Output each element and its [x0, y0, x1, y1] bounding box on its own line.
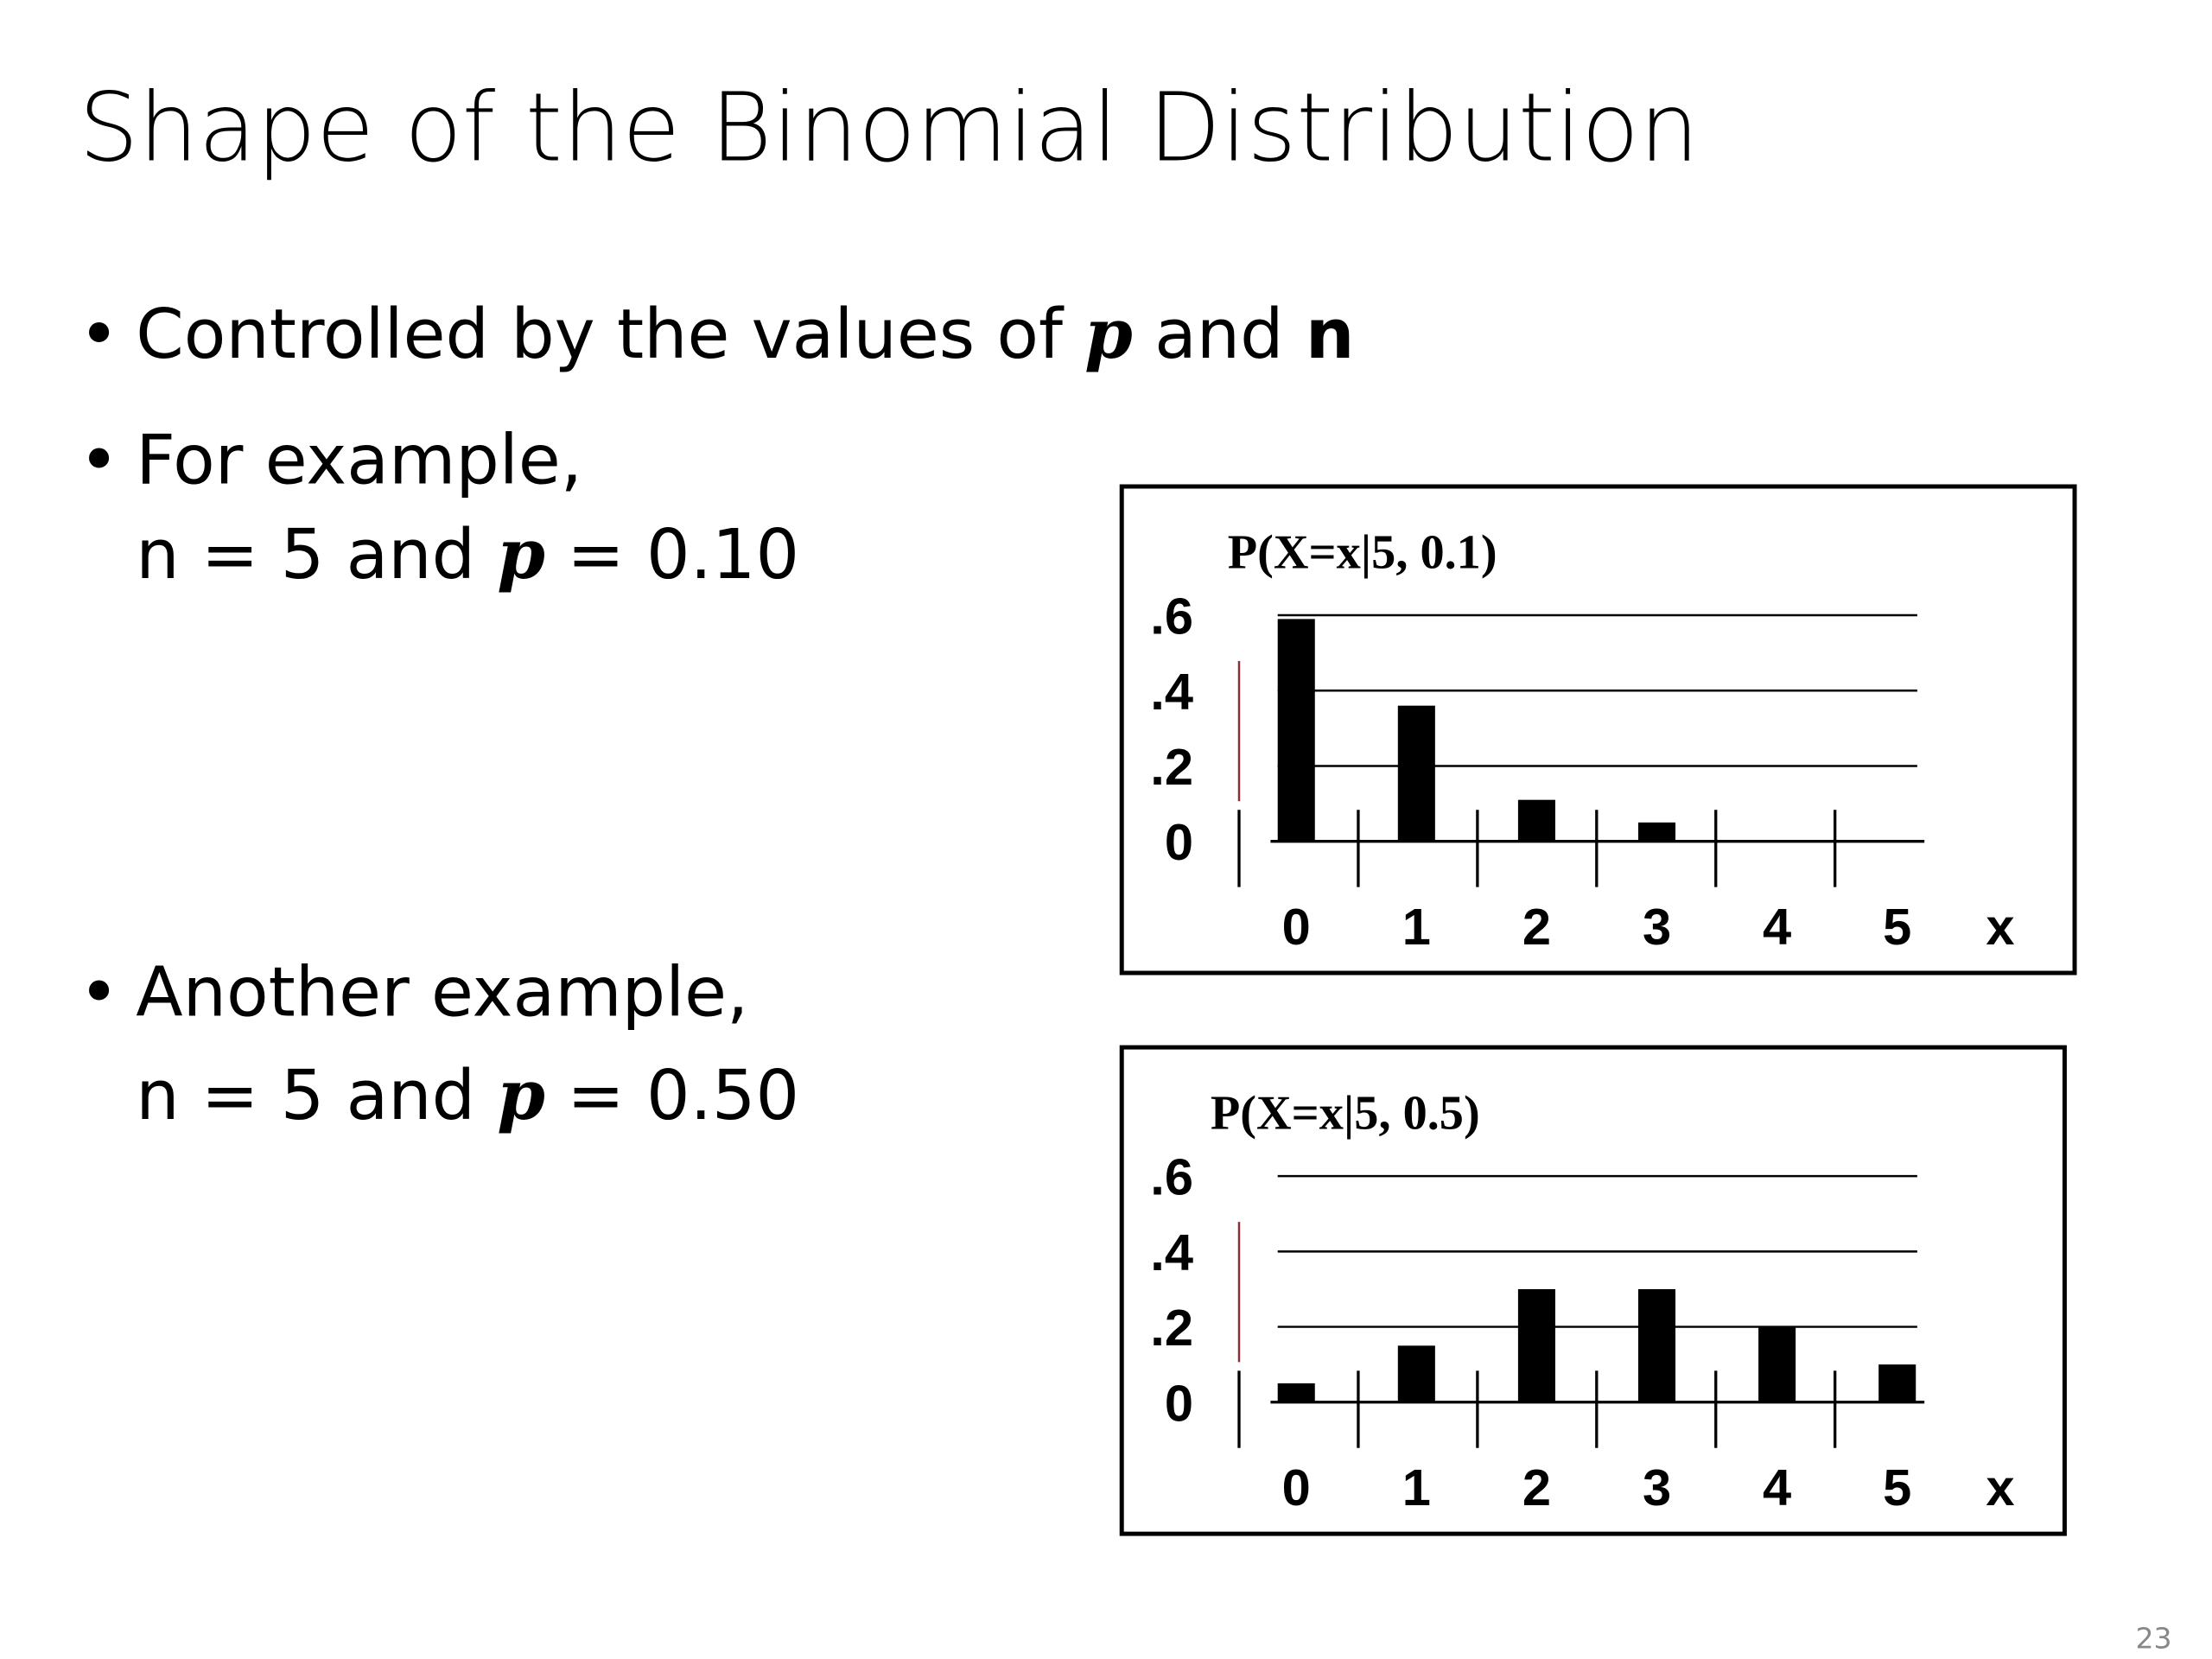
- text: Controlled by the values of: [136, 294, 1084, 374]
- x-tick-label: 2: [1522, 898, 1551, 956]
- bullet-text: Another example,: [136, 952, 748, 1033]
- x-tick-label: 3: [1643, 898, 1671, 956]
- bullet-text: For example,: [136, 420, 582, 500]
- text: n = 5 and: [136, 514, 497, 594]
- text: n = 5 and: [136, 1055, 497, 1135]
- x-tick-label: 4: [1763, 1459, 1791, 1516]
- x-tick-label: 2: [1522, 1459, 1551, 1516]
- bullet-dot: •: [79, 952, 119, 1033]
- symbol: p: [497, 513, 545, 594]
- bar: [1397, 705, 1435, 842]
- bar: [1277, 1382, 1315, 1402]
- x-tick-label: 4: [1763, 898, 1791, 956]
- y-tick-label: .2: [1150, 738, 1193, 796]
- symbol: p: [1084, 293, 1133, 374]
- y-tick-label: .4: [1150, 663, 1193, 721]
- bullet-text: n = 5 and p = 0.50: [136, 1054, 799, 1135]
- text: = 0.50: [545, 1055, 799, 1135]
- x-tick-label: 1: [1402, 1459, 1431, 1516]
- bullet-text: n = 5 and p = 0.10: [136, 513, 799, 594]
- symbol: p: [497, 1054, 545, 1135]
- x-axis-label: x: [1986, 898, 2014, 956]
- bar: [1878, 1364, 1916, 1402]
- text: = 0.10: [545, 514, 799, 594]
- x-tick-label: 0: [1282, 1459, 1311, 1516]
- bar: [1277, 619, 1315, 842]
- x-tick-label: 0: [1282, 898, 1311, 956]
- bar: [1637, 1288, 1676, 1402]
- page-number: 23: [2135, 1622, 2171, 1656]
- y-tick-label: .2: [1150, 1299, 1193, 1357]
- chart-frame: [1119, 1045, 2067, 1536]
- text: and: [1133, 294, 1306, 374]
- y-tick-label: .4: [1150, 1224, 1193, 1281]
- bullet-dot: •: [79, 294, 119, 374]
- bar: [1517, 1288, 1555, 1402]
- bullet-text: Controlled by the values of p and n: [136, 293, 1354, 374]
- symbol: n: [1306, 294, 1355, 374]
- y-tick-label: .6: [1150, 1148, 1193, 1206]
- bar: [1397, 1345, 1435, 1402]
- x-tick-label: 5: [1883, 898, 1911, 956]
- bar: [1517, 799, 1555, 842]
- bullet-dot: •: [79, 420, 119, 500]
- x-tick-label: 5: [1883, 1459, 1911, 1516]
- x-tick-label: 3: [1643, 1459, 1671, 1516]
- x-tick-label: 1: [1402, 898, 1431, 956]
- y-tick-label: 0: [1165, 1374, 1193, 1432]
- bar: [1758, 1326, 1796, 1402]
- slide-title: Shape of the Binomial Distribution: [79, 73, 1699, 182]
- x-axis-label: x: [1986, 1459, 2014, 1516]
- y-tick-label: .6: [1150, 588, 1193, 645]
- chart-frame: [1119, 484, 2077, 976]
- chart-title: P(X=x|5, 0.1): [1228, 525, 1497, 579]
- y-tick-label: 0: [1165, 813, 1193, 871]
- chart-title: P(X=x|5, 0.5): [1211, 1086, 1480, 1140]
- bar: [1637, 822, 1676, 842]
